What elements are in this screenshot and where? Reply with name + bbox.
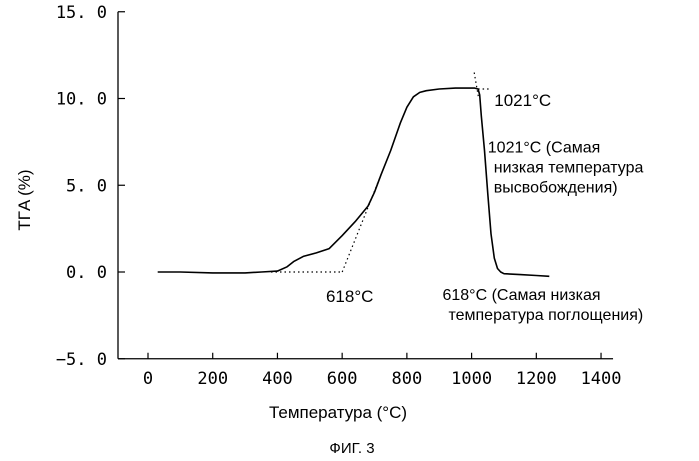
- tangent-guide-line: [474, 73, 479, 99]
- figure-caption: ФИГ. 3: [329, 440, 374, 457]
- x-tick-label: 1200: [516, 369, 557, 389]
- guide-lines: [271, 73, 489, 273]
- x-tick-label: 400: [262, 369, 293, 389]
- x-tick-label: 1400: [581, 369, 622, 389]
- annotation-note: 618°C (Самая низкая температура поглощени…: [442, 287, 643, 324]
- y-tick-label: 10. 0: [56, 90, 107, 110]
- y-axis-label: TГA (%): [15, 169, 34, 230]
- x-tick-label: 200: [197, 369, 228, 389]
- y-tick-label: −5. 0: [56, 350, 107, 370]
- series: [158, 88, 550, 276]
- annotation-note-line: 618°C (Самая низкая: [442, 287, 600, 304]
- x-tick-label: 0: [143, 369, 153, 389]
- y-tick-label: 15. 0: [56, 3, 107, 23]
- annotations: 618°C 1021°C 1021°C (Самая низкая температу…: [326, 91, 644, 324]
- x-tick-label: 600: [327, 369, 358, 389]
- x-tick-label: 1000: [451, 369, 492, 389]
- annotation-note-line: высвобождения): [494, 179, 618, 196]
- annotation-note-line: низкая температура: [494, 159, 644, 176]
- annotation-label: 1021°C: [494, 91, 551, 110]
- y-tick-label: 0. 0: [66, 263, 107, 283]
- tga-curve: [158, 88, 550, 276]
- annotation-note-line: 1021°C (Самая: [488, 139, 601, 156]
- x-tick-label: 800: [392, 369, 423, 389]
- annotation-note-line: температура поглощения): [448, 307, 643, 324]
- x-axis-label: Температура (°C): [269, 403, 407, 422]
- annotation-label: 618°C: [326, 287, 373, 306]
- y-tick-label: 5. 0: [66, 176, 107, 196]
- annotation-note: 1021°C (Самая низкая температура высвобожд…: [488, 139, 644, 196]
